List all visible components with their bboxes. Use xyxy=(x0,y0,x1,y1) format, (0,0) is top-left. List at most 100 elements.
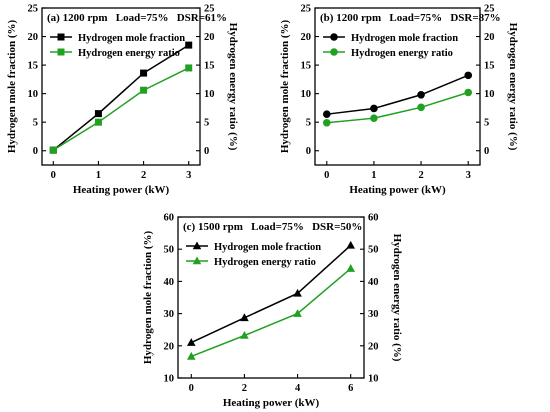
y-left-tick-label: 25 xyxy=(28,4,39,15)
data-point xyxy=(186,351,196,360)
data-point xyxy=(186,338,196,346)
y-left-tick-label: 5 xyxy=(306,118,311,129)
x-tick-label: 0 xyxy=(51,170,56,181)
y-right-tick-label: 30 xyxy=(368,309,379,320)
y-left-tick-label: 0 xyxy=(33,146,38,157)
panel-title: (c) 1500 rpm Load=75% DSR=50% xyxy=(183,221,362,233)
plot-frame xyxy=(41,7,201,166)
y-left-tick-label: 40 xyxy=(164,277,175,288)
data-point xyxy=(49,146,57,154)
y-right-tick-label: 60 xyxy=(368,213,379,224)
y-left-tick-label: 20 xyxy=(164,341,175,352)
legend-label: Hydrogen energy ratio xyxy=(214,257,316,268)
data-point xyxy=(346,264,356,272)
y-right-tick-label: 25 xyxy=(204,4,215,15)
data-point xyxy=(293,309,302,317)
y-right-tick-label: 15 xyxy=(484,61,495,72)
y-left-tick-label: 10 xyxy=(301,89,312,100)
x-tick-label: 4 xyxy=(295,383,301,394)
data-point xyxy=(185,41,193,49)
y-left-tick-label: 20 xyxy=(301,32,312,43)
y-right-tick-label: 50 xyxy=(368,245,379,256)
y-left-tick-label: 5 xyxy=(33,118,38,129)
y-left-tick-label: 25 xyxy=(301,4,312,15)
series-line-1 xyxy=(191,267,352,358)
y-right-axis-label: Hydrogen energy ratio (%) xyxy=(507,23,519,151)
legend-marker xyxy=(192,241,202,250)
y-left-tick-label: 20 xyxy=(28,32,39,43)
y-left-tick-label: 0 xyxy=(306,146,311,157)
series-line-0 xyxy=(52,44,190,151)
y-right-tick-label: 10 xyxy=(204,89,215,100)
y-left-tick-label: 10 xyxy=(28,89,39,100)
legend-label: Hydrogen energy ratio xyxy=(78,48,180,59)
legend-label: Hydrogen mole fraction xyxy=(78,33,185,44)
legend-marker xyxy=(330,33,338,41)
y-right-tick-label: 10 xyxy=(368,374,379,385)
series-line-1 xyxy=(326,91,469,124)
plot-frame xyxy=(177,216,365,379)
y-right-tick-label: 15 xyxy=(204,61,215,72)
data-point xyxy=(322,118,331,127)
x-tick-label: 2 xyxy=(141,170,146,181)
legend-marker xyxy=(330,48,338,56)
y-left-axis-label: Hydrogen mole fraction (%) xyxy=(6,20,18,154)
x-axis-label: Heating power (kW) xyxy=(349,184,446,196)
x-tick-label: 2 xyxy=(418,170,423,181)
x-tick-label: 2 xyxy=(242,383,247,394)
x-tick-label: 1 xyxy=(371,170,376,181)
legend-label: Hydrogen mole fraction xyxy=(214,242,321,253)
y-left-tick-label: 15 xyxy=(28,61,39,72)
y-right-tick-label: 0 xyxy=(204,146,209,157)
data-point xyxy=(240,313,249,322)
chart-panel-0: 0 1 2 3 0 0 5 5 10 10 15 15 20 20 25 25 Heating power (k… xyxy=(6,4,239,197)
chart-panel-2: 0 2 4 6 10 10 20 20 30 30 40 40 50 50 60 60 Heating powe… xyxy=(142,213,403,410)
legend-marker xyxy=(57,48,65,56)
data-point xyxy=(140,86,148,94)
x-tick-label: 3 xyxy=(186,170,191,181)
y-right-tick-label: 0 xyxy=(484,146,489,157)
x-tick-label: 3 xyxy=(466,170,471,181)
y-right-tick-label: 40 xyxy=(368,277,379,288)
y-right-axis-label: Hydrogen energy ratio (%) xyxy=(391,234,403,362)
x-tick-label: 0 xyxy=(189,383,194,394)
data-point xyxy=(94,118,102,126)
plot-frame xyxy=(314,7,481,166)
data-point xyxy=(140,69,148,77)
y-right-tick-label: 5 xyxy=(484,118,489,129)
data-point xyxy=(370,104,378,113)
chart-panel-1: 0 1 2 3 0 0 5 5 10 10 15 15 20 20 25 25 Heating power (k… xyxy=(279,4,519,197)
y-right-tick-label: 20 xyxy=(368,341,379,352)
data-point xyxy=(417,103,425,112)
y-right-tick-label: 5 xyxy=(204,118,209,129)
data-point xyxy=(346,240,356,249)
data-point xyxy=(464,88,473,97)
y-left-tick-label: 50 xyxy=(164,245,175,256)
y-right-tick-label: 20 xyxy=(204,32,215,43)
series-line-1 xyxy=(52,67,190,151)
legend-label: Hydrogen mole fraction xyxy=(351,33,458,44)
x-tick-label: 0 xyxy=(324,170,329,181)
x-tick-label: 6 xyxy=(348,383,353,394)
x-axis-label: Heating power (kW) xyxy=(73,184,170,196)
data-point xyxy=(240,330,249,339)
legend-marker xyxy=(57,33,65,41)
y-right-tick-label: 25 xyxy=(484,4,495,15)
data-point xyxy=(185,64,193,72)
data-point xyxy=(94,110,102,118)
panel-title: (a) 1200 rpm Load=75% DSR=61% xyxy=(47,12,227,24)
panel-title: (b) 1200 rpm Load=75% DSR=87% xyxy=(320,12,501,24)
data-point xyxy=(322,110,331,118)
y-left-tick-label: 30 xyxy=(164,309,175,320)
legend-label: Hydrogen energy ratio xyxy=(351,48,453,59)
y-left-tick-label: 60 xyxy=(164,213,175,224)
data-point xyxy=(370,114,378,122)
x-tick-label: 1 xyxy=(96,170,101,181)
y-right-tick-label: 10 xyxy=(484,89,495,100)
y-left-tick-label: 15 xyxy=(301,61,312,72)
y-left-tick-label: 10 xyxy=(164,374,175,385)
y-left-axis-label: Hydrogen mole fraction (%) xyxy=(279,20,291,154)
y-right-tick-label: 20 xyxy=(484,32,495,43)
data-point xyxy=(417,90,425,99)
